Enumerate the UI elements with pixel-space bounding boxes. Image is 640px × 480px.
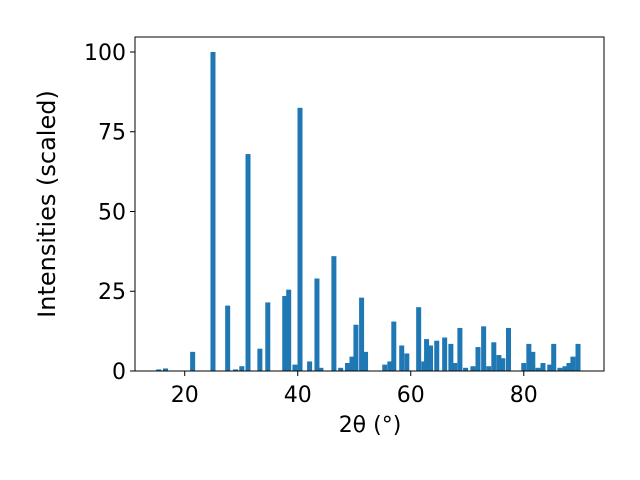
x-tick-label: 60: [397, 383, 425, 408]
bar: [391, 321, 397, 371]
bar: [344, 363, 350, 371]
bar: [506, 327, 512, 371]
bar: [496, 355, 502, 371]
bar: [399, 345, 405, 371]
bar: [448, 343, 454, 371]
plot-frame: [134, 36, 605, 372]
bar: [434, 340, 440, 371]
x-tick-label: 80: [510, 383, 538, 408]
bar: [318, 367, 324, 371]
bar: [233, 369, 239, 371]
bar: [475, 347, 481, 371]
bar: [551, 343, 557, 371]
bar: [245, 154, 251, 371]
bar: [163, 368, 169, 371]
bar: [331, 256, 337, 371]
y-axis-label: Intensities (scaled): [33, 90, 61, 318]
bar: [570, 356, 576, 371]
bar: [314, 278, 320, 371]
bar: [547, 364, 553, 371]
bar: [530, 351, 536, 371]
bar: [349, 356, 355, 371]
bar: [540, 363, 546, 371]
bar: [387, 361, 393, 371]
x-tick-label: 40: [284, 383, 312, 408]
bar: [338, 367, 344, 371]
bar: [562, 366, 568, 371]
bar: [225, 305, 231, 371]
y-tick-label: 100: [84, 41, 126, 66]
bar: [404, 353, 410, 371]
bar: [575, 343, 581, 371]
bar: [307, 361, 313, 371]
bar: [239, 366, 245, 371]
bar: [282, 296, 288, 371]
y-tick-label: 50: [98, 200, 126, 225]
bar: [190, 351, 196, 371]
y-tick-label: 75: [98, 121, 126, 146]
bar: [363, 351, 369, 371]
bar: [457, 327, 463, 371]
y-tick-label: 25: [98, 280, 126, 305]
x-axis-label: 2θ (°): [339, 413, 402, 438]
bar: [297, 107, 303, 371]
bar: [463, 367, 469, 371]
bar: [265, 302, 271, 371]
bar: [535, 367, 541, 371]
bar: [521, 363, 527, 371]
bar: [470, 366, 476, 371]
bar: [416, 307, 422, 371]
bar: [286, 289, 292, 371]
bar: [382, 364, 388, 371]
y-tick-label: 0: [112, 360, 126, 385]
bar: [481, 326, 487, 371]
bar: [442, 337, 448, 371]
bar: [526, 343, 532, 371]
bar: [566, 363, 572, 371]
bar: [452, 363, 458, 371]
bar: [491, 342, 497, 371]
x-tick-label: 20: [171, 383, 199, 408]
bar: [359, 297, 365, 371]
bar: [421, 361, 427, 371]
bar: [257, 348, 263, 371]
bar: [353, 324, 359, 371]
bar: [428, 345, 434, 371]
bar: [500, 358, 506, 371]
bar: [424, 339, 430, 371]
bar: [557, 367, 563, 371]
bar: [292, 364, 298, 371]
bar: [486, 366, 492, 371]
bar: [156, 369, 162, 371]
bar: [210, 51, 216, 371]
